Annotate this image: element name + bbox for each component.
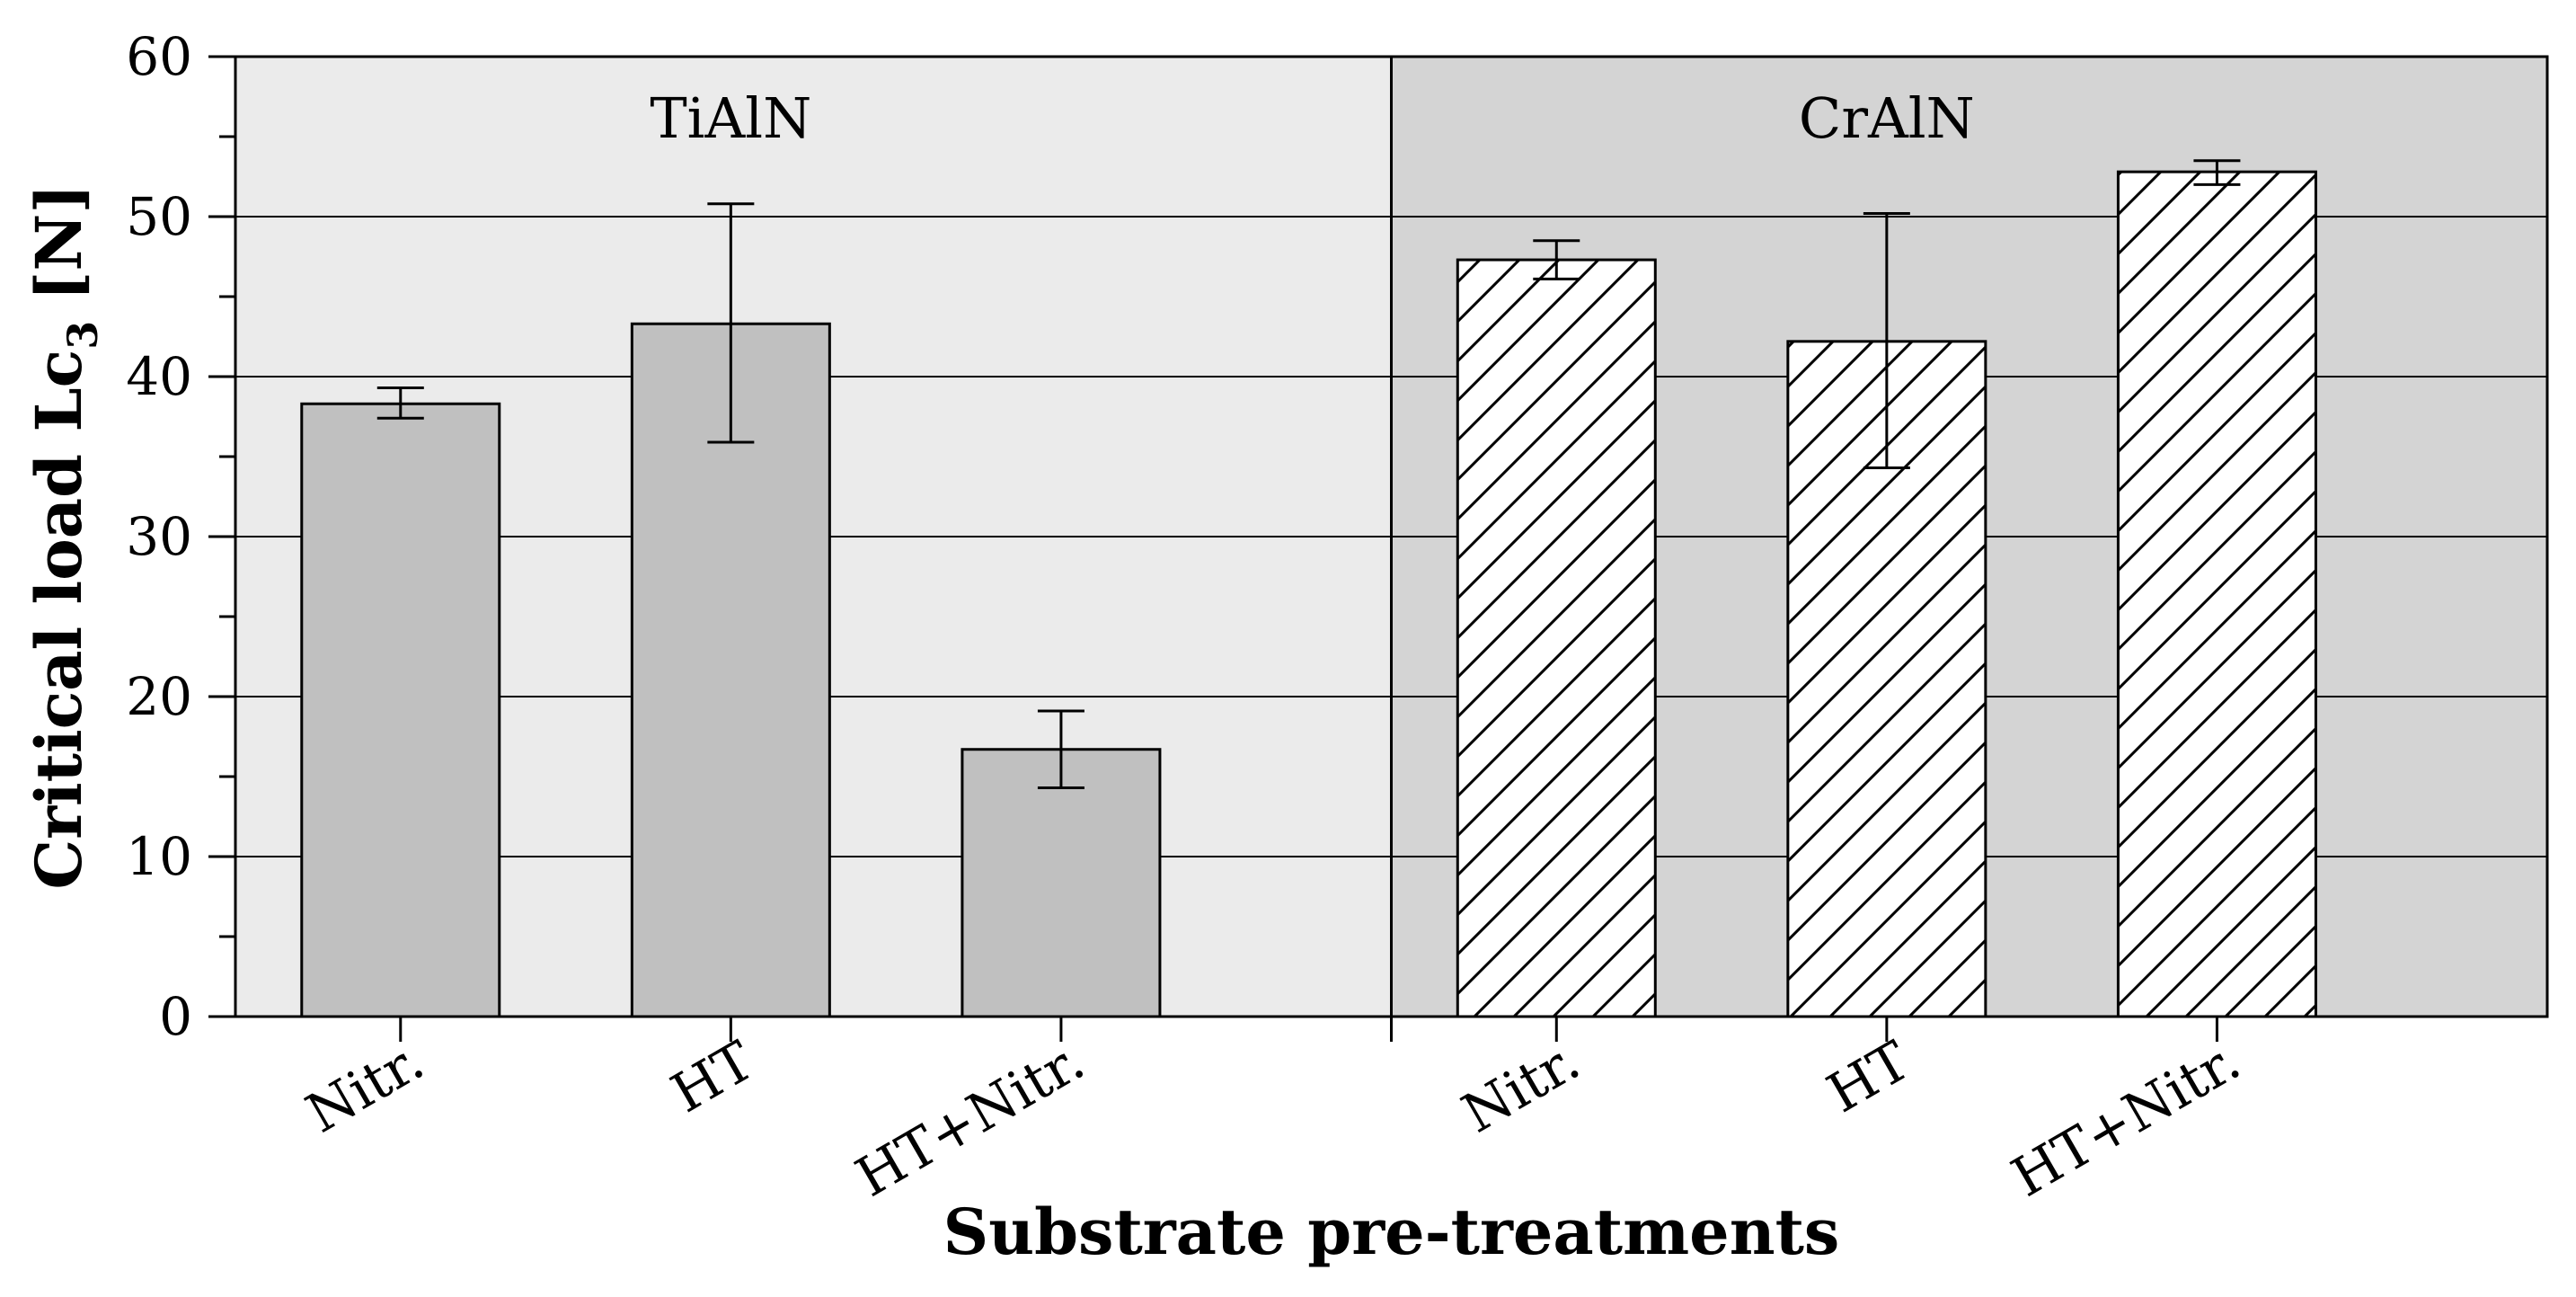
y-tick-label: 20 (126, 666, 192, 727)
y-tick-label: 40 (126, 346, 192, 407)
y-axis-title-main: Critical load Lc (22, 350, 96, 890)
y-axis-title-subscript: 3 (58, 321, 107, 350)
bar-tialn-1 (300, 402, 501, 1018)
x-tick-label: HT (1817, 1029, 1920, 1125)
y-tick-label: 30 (126, 506, 192, 567)
x-tick-label: Nitr. (1452, 1029, 1590, 1145)
y-tick-label: 50 (126, 186, 192, 247)
panel-label-craln: CrAlN (1799, 85, 1975, 151)
y-tick-label: 0 (159, 986, 192, 1047)
bar-tialn-3 (960, 748, 1162, 1018)
y-tick-label: 10 (126, 826, 192, 887)
y-axis-title-unit: [N] (22, 183, 96, 300)
x-tick-label: HT+Nitr. (845, 1029, 1094, 1209)
x-axis-title: Substrate pre-treatments (943, 1195, 1840, 1269)
y-axis-title: Critical load Lc3 [N] (22, 183, 107, 889)
bar-craln-1 (1456, 258, 1657, 1018)
x-tick-label: HT (661, 1029, 765, 1125)
panel-label-tialn: TiAlN (650, 85, 811, 151)
x-tick-label: Nitr. (297, 1029, 435, 1145)
y-tick-label: 60 (126, 26, 192, 87)
bar-craln-3 (2116, 170, 2317, 1018)
x-tick-label: HT+Nitr. (2002, 1029, 2251, 1209)
